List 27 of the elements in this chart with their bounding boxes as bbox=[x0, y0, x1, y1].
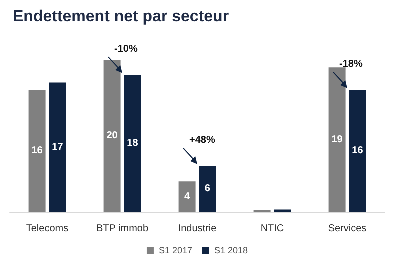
data-label: 20 bbox=[106, 130, 118, 142]
data-label: 16 bbox=[32, 146, 44, 157]
x-tick-label: NTIC bbox=[260, 224, 284, 234]
data-label: 6 bbox=[204, 184, 211, 195]
bar bbox=[49, 82, 66, 212]
bar bbox=[349, 90, 366, 212]
annotation: +48% bbox=[190, 135, 216, 146]
legend-label: S1 2018 bbox=[214, 246, 248, 256]
annotation: -10% bbox=[114, 44, 138, 56]
data-label: 16 bbox=[352, 146, 364, 157]
x-tick-label: Telecoms bbox=[26, 224, 69, 234]
bar bbox=[124, 75, 142, 212]
x-tick-label: Industrie bbox=[178, 224, 218, 234]
data-label: 19 bbox=[332, 134, 344, 146]
data-label: 17 bbox=[52, 142, 64, 153]
bar bbox=[328, 68, 346, 212]
bar bbox=[178, 182, 196, 212]
bar bbox=[28, 90, 46, 212]
x-tick-label: Services bbox=[328, 224, 367, 234]
legend-label: S1 2017 bbox=[158, 246, 192, 256]
bar bbox=[199, 166, 216, 212]
data-label: 18 bbox=[127, 138, 139, 150]
annotation: -18% bbox=[340, 59, 363, 70]
bar bbox=[104, 60, 121, 212]
data-label: 4 bbox=[184, 191, 191, 202]
x-tick-label: BTP immob bbox=[96, 224, 149, 234]
chart-title: Endettement net par secteur bbox=[13, 8, 230, 26]
